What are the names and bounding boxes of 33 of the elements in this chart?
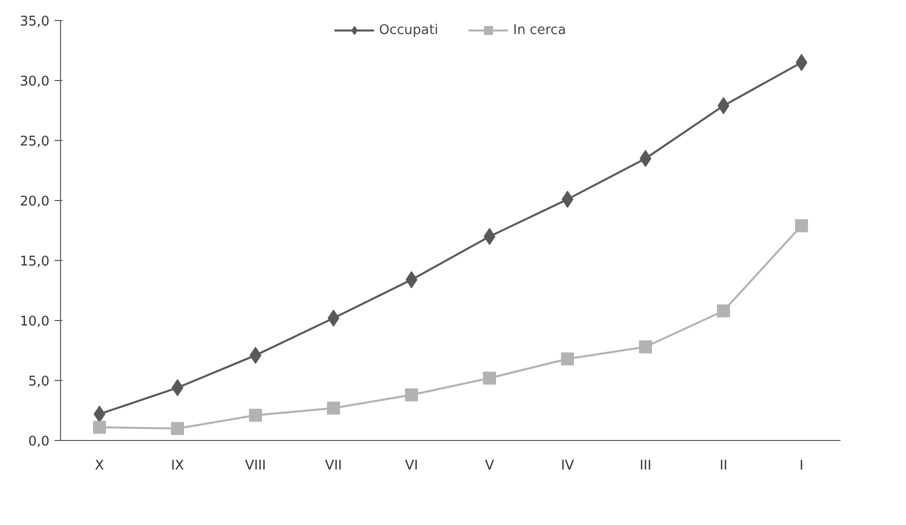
point (795, 219, 808, 232)
y-tick-label: 35,0 (20, 14, 50, 30)
x-tick-label: III (640, 458, 652, 474)
y-tick-label: 5,0 (28, 374, 50, 390)
x-tick-label: V (484, 458, 494, 474)
y-tick-label: 25,0 (20, 134, 50, 150)
x-tick-label: IV (560, 458, 574, 474)
x-tick-label: I (800, 458, 804, 474)
point (171, 422, 184, 435)
point (640, 150, 652, 167)
point (484, 228, 496, 245)
point (249, 408, 262, 422)
x-tick-label: VI (404, 458, 418, 474)
point (483, 372, 496, 385)
x-tick-label: II (720, 458, 728, 474)
y-tick-label: 10,0 (20, 314, 50, 330)
point (639, 340, 652, 354)
point (717, 304, 730, 318)
x-tick-label: VII (325, 458, 342, 474)
point (561, 352, 574, 366)
point (796, 54, 808, 71)
y-tick-label: 15,0 (20, 254, 50, 270)
x-tick-label: IX (170, 458, 184, 474)
x-tick-label: X (94, 458, 104, 474)
point (327, 402, 340, 415)
legend-label: Occupati (379, 22, 438, 38)
y-tick-label: 30,0 (20, 74, 50, 90)
point (93, 420, 106, 434)
legend-label: In cerca (513, 22, 566, 38)
x-tick-label: VIII (245, 458, 266, 474)
y-tick-label: 20,0 (20, 194, 50, 210)
point (405, 388, 418, 402)
y-tick-label: 0,0 (28, 434, 50, 450)
